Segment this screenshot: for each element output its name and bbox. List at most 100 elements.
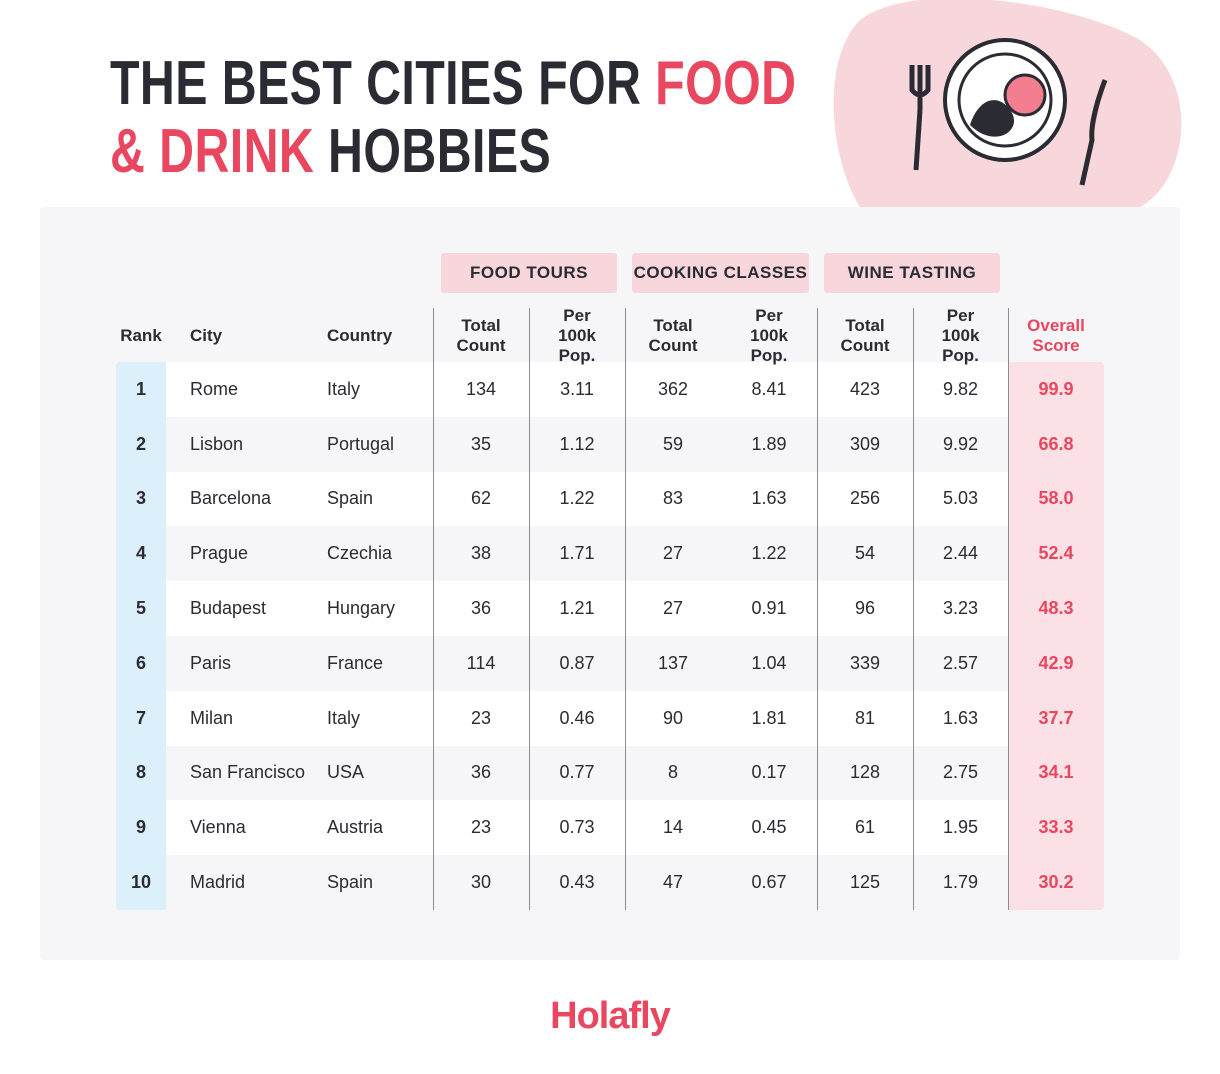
table-cell: 3.11 <box>560 378 594 399</box>
table-cell: 1.04 <box>751 652 787 673</box>
table-cell: 30.2 <box>1038 872 1074 893</box>
table-cell: 36 <box>470 762 492 783</box>
row-bg <box>116 581 1104 636</box>
column-header: Total Count <box>456 316 506 355</box>
column-header: Overall Score <box>1027 316 1085 355</box>
column-header: Per 100k Pop. <box>941 306 980 365</box>
table-cell: 36 <box>470 598 492 619</box>
table-cell: 1.22 <box>559 488 595 509</box>
table-cell: 83 <box>662 488 684 509</box>
table-cell: 1.63 <box>942 707 979 728</box>
table-cell: 362 <box>657 378 689 399</box>
table-cell: 137 <box>657 652 689 673</box>
table-cell: 9.92 <box>942 433 979 454</box>
table-cell: 27 <box>662 598 684 619</box>
table-cell: 37.7 <box>1038 707 1074 728</box>
group-header: COOKING CLASSES <box>632 253 809 293</box>
table-cell: Rome <box>190 378 239 399</box>
table-cell: 35 <box>470 433 492 454</box>
table-cell: USA <box>327 762 365 783</box>
table-cell: 1 <box>135 378 146 399</box>
table-cell: 14 <box>662 817 684 838</box>
table-cell: 1.79 <box>942 872 979 893</box>
title-text: HOBBIES <box>328 117 552 186</box>
column-header: Country <box>327 326 393 345</box>
table-cell: 6 <box>135 652 146 673</box>
title-line: THE BEST CITIES FOR FOOD <box>110 48 796 119</box>
column-header: Total Count <box>648 316 698 355</box>
table-cell: Spain <box>327 488 374 509</box>
table-cell: 8 <box>135 762 146 783</box>
table-cell: 23 <box>470 817 492 838</box>
title-accent: & DRINK <box>110 117 315 186</box>
decoration <box>833 0 1182 207</box>
score-column-bg <box>1008 362 1104 910</box>
column-divider <box>625 308 626 910</box>
table-cell: Austria <box>327 817 384 838</box>
table-cell: Italy <box>327 707 361 728</box>
table-cell: 1.71 <box>559 543 595 564</box>
table-cell: 9.82 <box>942 378 979 399</box>
column-divider <box>913 308 914 910</box>
row-bg <box>116 855 1104 910</box>
row-bg <box>116 526 1104 582</box>
table-cell: 62 <box>470 488 492 509</box>
table-cell: Czechia <box>327 543 393 564</box>
table-cell: 0.73 <box>559 817 595 838</box>
column-divider <box>433 308 434 910</box>
row-bg <box>116 745 1104 801</box>
table-cell: 3.23 <box>942 598 979 619</box>
logo: Holafly <box>550 995 671 1037</box>
table-cell: 2 <box>135 433 146 454</box>
table-cell: Paris <box>190 652 232 673</box>
table-cell: 0.43 <box>559 872 595 893</box>
table-cell: 0.77 <box>559 762 595 783</box>
column-divider <box>529 308 530 910</box>
table-cell: 66.8 <box>1038 433 1074 454</box>
table-cell: 0.91 <box>751 598 787 619</box>
table-cell: Barcelona <box>190 488 272 509</box>
table-cell: 7 <box>135 707 146 728</box>
row-bg <box>116 362 1104 417</box>
table-cell: 99.9 <box>1038 378 1074 399</box>
table-cell: 256 <box>849 488 881 509</box>
table-cell: 52.4 <box>1038 543 1074 564</box>
table-cell: 81 <box>854 707 876 728</box>
table-cell: 1.63 <box>751 488 787 509</box>
table-cell: 34.1 <box>1038 762 1074 783</box>
table-cell: 1.89 <box>751 433 787 454</box>
table-cell: 5 <box>135 598 146 619</box>
table-cell: 96 <box>854 598 876 619</box>
group-header: WINE TASTING <box>824 253 1000 293</box>
table-cell: 1.12 <box>559 433 595 454</box>
column-divider <box>1008 308 1009 910</box>
table-cell: 134 <box>465 378 497 399</box>
table-cell: 8.41 <box>751 378 787 399</box>
table-cell: 0.87 <box>559 652 595 673</box>
table-cell: 2.75 <box>942 762 979 783</box>
table-cell: 4 <box>135 543 146 564</box>
table-cell: 42.9 <box>1038 652 1074 673</box>
table-cell: 3 <box>135 488 146 509</box>
table-cell: San Francisco <box>190 762 306 783</box>
table-cell: 38 <box>470 543 492 564</box>
table-cell: 128 <box>849 762 881 783</box>
table-cell: 1.22 <box>751 543 787 564</box>
table-cell: 0.17 <box>751 762 787 783</box>
table-cell: 54 <box>854 543 876 564</box>
table-cell: 0.45 <box>751 817 787 838</box>
row-bg <box>116 636 1104 691</box>
table-cell: Budapest <box>190 598 267 619</box>
table-cell: 33.3 <box>1038 817 1074 838</box>
column-divider <box>817 308 818 910</box>
table-cell: 5.03 <box>942 488 979 509</box>
group-header: FOOD TOURS <box>441 253 617 293</box>
table-cell: Madrid <box>190 872 246 893</box>
table-cell: 61 <box>854 817 876 838</box>
table-cell: 0.46 <box>559 707 595 728</box>
table-cell: 58.0 <box>1038 488 1074 509</box>
table-cell: 23 <box>470 707 492 728</box>
table-cell: Spain <box>327 872 374 893</box>
table-cell: 423 <box>849 378 881 399</box>
